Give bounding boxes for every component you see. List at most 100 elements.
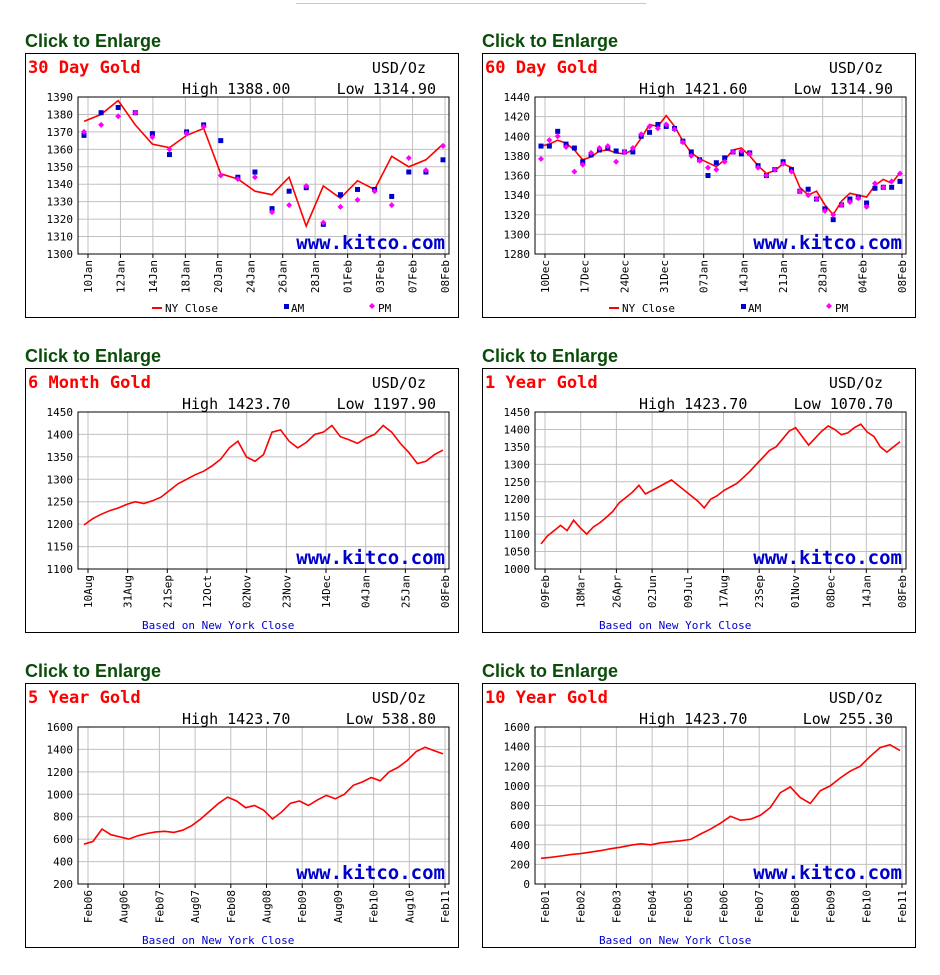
x-tick-label: Feb10 bbox=[368, 890, 381, 923]
am-point bbox=[406, 169, 412, 175]
chart-title: 1 Year Gold bbox=[485, 373, 598, 393]
am-point bbox=[722, 155, 728, 161]
enlarge-link-6-month[interactable]: Click to Enlarge bbox=[25, 346, 162, 366]
high-value: High 1423.70 bbox=[182, 395, 290, 413]
pm-point bbox=[746, 150, 753, 157]
plot-frame bbox=[534, 411, 907, 570]
y-tick-label: 1440 bbox=[504, 91, 531, 104]
enlarge-link-30-day[interactable]: Click to Enlarge bbox=[25, 31, 162, 51]
enlarge-link-10-year[interactable]: Click to Enlarge bbox=[482, 661, 619, 681]
plot-frame bbox=[77, 96, 450, 255]
x-tick-label: Feb11 bbox=[439, 890, 452, 923]
y-tick-label: 400 bbox=[53, 856, 73, 869]
x-tick-label: 21Jan bbox=[777, 260, 790, 293]
pm-point bbox=[830, 211, 837, 218]
pm-point bbox=[897, 170, 903, 177]
pm-point bbox=[796, 188, 803, 195]
y-tick-label: 600 bbox=[53, 833, 73, 846]
x-tick-label: 14Dec bbox=[320, 575, 333, 608]
x-tick-label: Aug07 bbox=[189, 890, 202, 923]
x-tick-label: Aug10 bbox=[403, 890, 416, 923]
pm-point bbox=[846, 198, 853, 205]
x-tick-label: Feb10 bbox=[860, 890, 873, 923]
y-tick-label: 1380 bbox=[504, 150, 531, 163]
pm-point bbox=[671, 126, 678, 133]
unit-label: USD/Oz bbox=[372, 689, 426, 707]
enlarge-link-5-year[interactable]: Click to Enlarge bbox=[25, 661, 162, 681]
pm-point bbox=[337, 203, 344, 210]
y-tick-label: 1250 bbox=[47, 496, 74, 509]
chart-svg-6-month: 6 Month Gold USD/Oz High 1423.70 Low 1197.9… bbox=[28, 373, 452, 632]
watermark: www.kitco.com bbox=[296, 232, 445, 254]
enlarge-link-1-year[interactable]: Click to Enlarge bbox=[482, 346, 619, 366]
chart-1-year-gold[interactable]: 1 Year Gold USD/Oz High 1423.70 Low 1070.70… bbox=[482, 368, 916, 633]
x-tick-label: 12Oct bbox=[201, 575, 214, 608]
chart-svg-5-year: 5 Year Gold USD/Oz High 1423.70 Low 538.80 1… bbox=[28, 688, 452, 947]
am-point bbox=[252, 169, 258, 175]
pm-point bbox=[663, 121, 670, 128]
y-tick-label: 1350 bbox=[504, 441, 531, 454]
y-tick-label: 1450 bbox=[504, 406, 531, 419]
y-tick-label: 1450 bbox=[47, 406, 74, 419]
chart-10-year-gold[interactable]: 10 Year Gold USD/Oz High 1423.70 Low 255.30… bbox=[482, 683, 916, 948]
x-tick-label: 01Feb bbox=[342, 260, 355, 293]
pm-point bbox=[234, 175, 241, 182]
x-tick-label: 10Aug bbox=[82, 575, 95, 608]
chart-30-day-gold[interactable]: 30 Day Gold USD/Oz High 1388.00 Low 1314.90… bbox=[25, 53, 459, 318]
watermark: www.kitco.com bbox=[753, 232, 902, 254]
y-tick-label: 1000 bbox=[504, 780, 531, 793]
pm-point bbox=[81, 128, 87, 135]
y-tick-label: 1280 bbox=[504, 248, 531, 261]
high-value: High 1423.70 bbox=[182, 710, 290, 728]
pm-point bbox=[251, 174, 258, 181]
pm-point bbox=[132, 109, 139, 116]
am-point bbox=[546, 143, 552, 149]
am-point bbox=[805, 186, 811, 192]
series-line-ny-close bbox=[83, 746, 444, 845]
pm-point bbox=[646, 123, 653, 130]
x-tick-label: 17Dec bbox=[579, 260, 592, 293]
chart-title: 10 Year Gold bbox=[485, 688, 608, 708]
pm-point bbox=[538, 155, 544, 162]
x-tick-label: Feb06 bbox=[82, 890, 95, 923]
x-tick-label: 08Feb bbox=[439, 260, 452, 293]
pm-point bbox=[679, 139, 686, 146]
pm-point bbox=[880, 184, 887, 191]
chart-5-year-gold[interactable]: 5 Year Gold USD/Oz High 1423.70 Low 538.80 1… bbox=[25, 683, 459, 948]
pm-point bbox=[166, 146, 173, 153]
x-tick-label: 24Dec bbox=[618, 260, 631, 293]
pm-point bbox=[200, 123, 207, 130]
chart-60-day-gold[interactable]: 60 Day Gold USD/Oz High 1421.60 Low 1314.90… bbox=[482, 53, 916, 318]
y-tick-label: 1380 bbox=[47, 108, 74, 121]
am-point bbox=[218, 138, 224, 144]
x-tick-label: Feb03 bbox=[610, 890, 623, 923]
am-point bbox=[713, 160, 719, 166]
am-point bbox=[571, 145, 577, 151]
x-tick-label: 25Jan bbox=[399, 575, 412, 608]
x-tick-label: 08Feb bbox=[896, 260, 909, 293]
chart-title: 60 Day Gold bbox=[485, 58, 598, 78]
high-value: High 1421.60 bbox=[639, 80, 747, 98]
enlarge-link-60-day[interactable]: Click to Enlarge bbox=[482, 31, 619, 51]
y-tick-label: 1200 bbox=[504, 493, 531, 506]
pm-point bbox=[780, 160, 787, 167]
pm-point bbox=[629, 145, 636, 152]
x-tick-label: 26Jan bbox=[277, 260, 290, 293]
am-point bbox=[655, 121, 661, 127]
high-value: High 1423.70 bbox=[639, 710, 747, 728]
pm-point bbox=[98, 121, 105, 128]
am-point bbox=[647, 129, 653, 135]
series-line-ny-close bbox=[83, 424, 444, 526]
y-tick-label: 1300 bbox=[47, 473, 74, 486]
x-tick-label: 31Aug bbox=[122, 575, 135, 608]
watermark: www.kitco.com bbox=[296, 862, 445, 884]
am-point bbox=[613, 148, 619, 154]
x-tick-label: 20Jan bbox=[212, 260, 225, 293]
x-tick-label: 17Aug bbox=[718, 575, 731, 608]
series-line-ny-close bbox=[83, 99, 444, 229]
chart-title: 30 Day Gold bbox=[28, 58, 141, 78]
chart-6-month-gold[interactable]: 6 Month Gold USD/Oz High 1423.70 Low 1197.9… bbox=[25, 368, 459, 633]
y-tick-label: 1000 bbox=[504, 563, 531, 576]
y-tick-label: 1250 bbox=[504, 476, 531, 489]
x-tick-label: 21Sep bbox=[161, 575, 174, 608]
